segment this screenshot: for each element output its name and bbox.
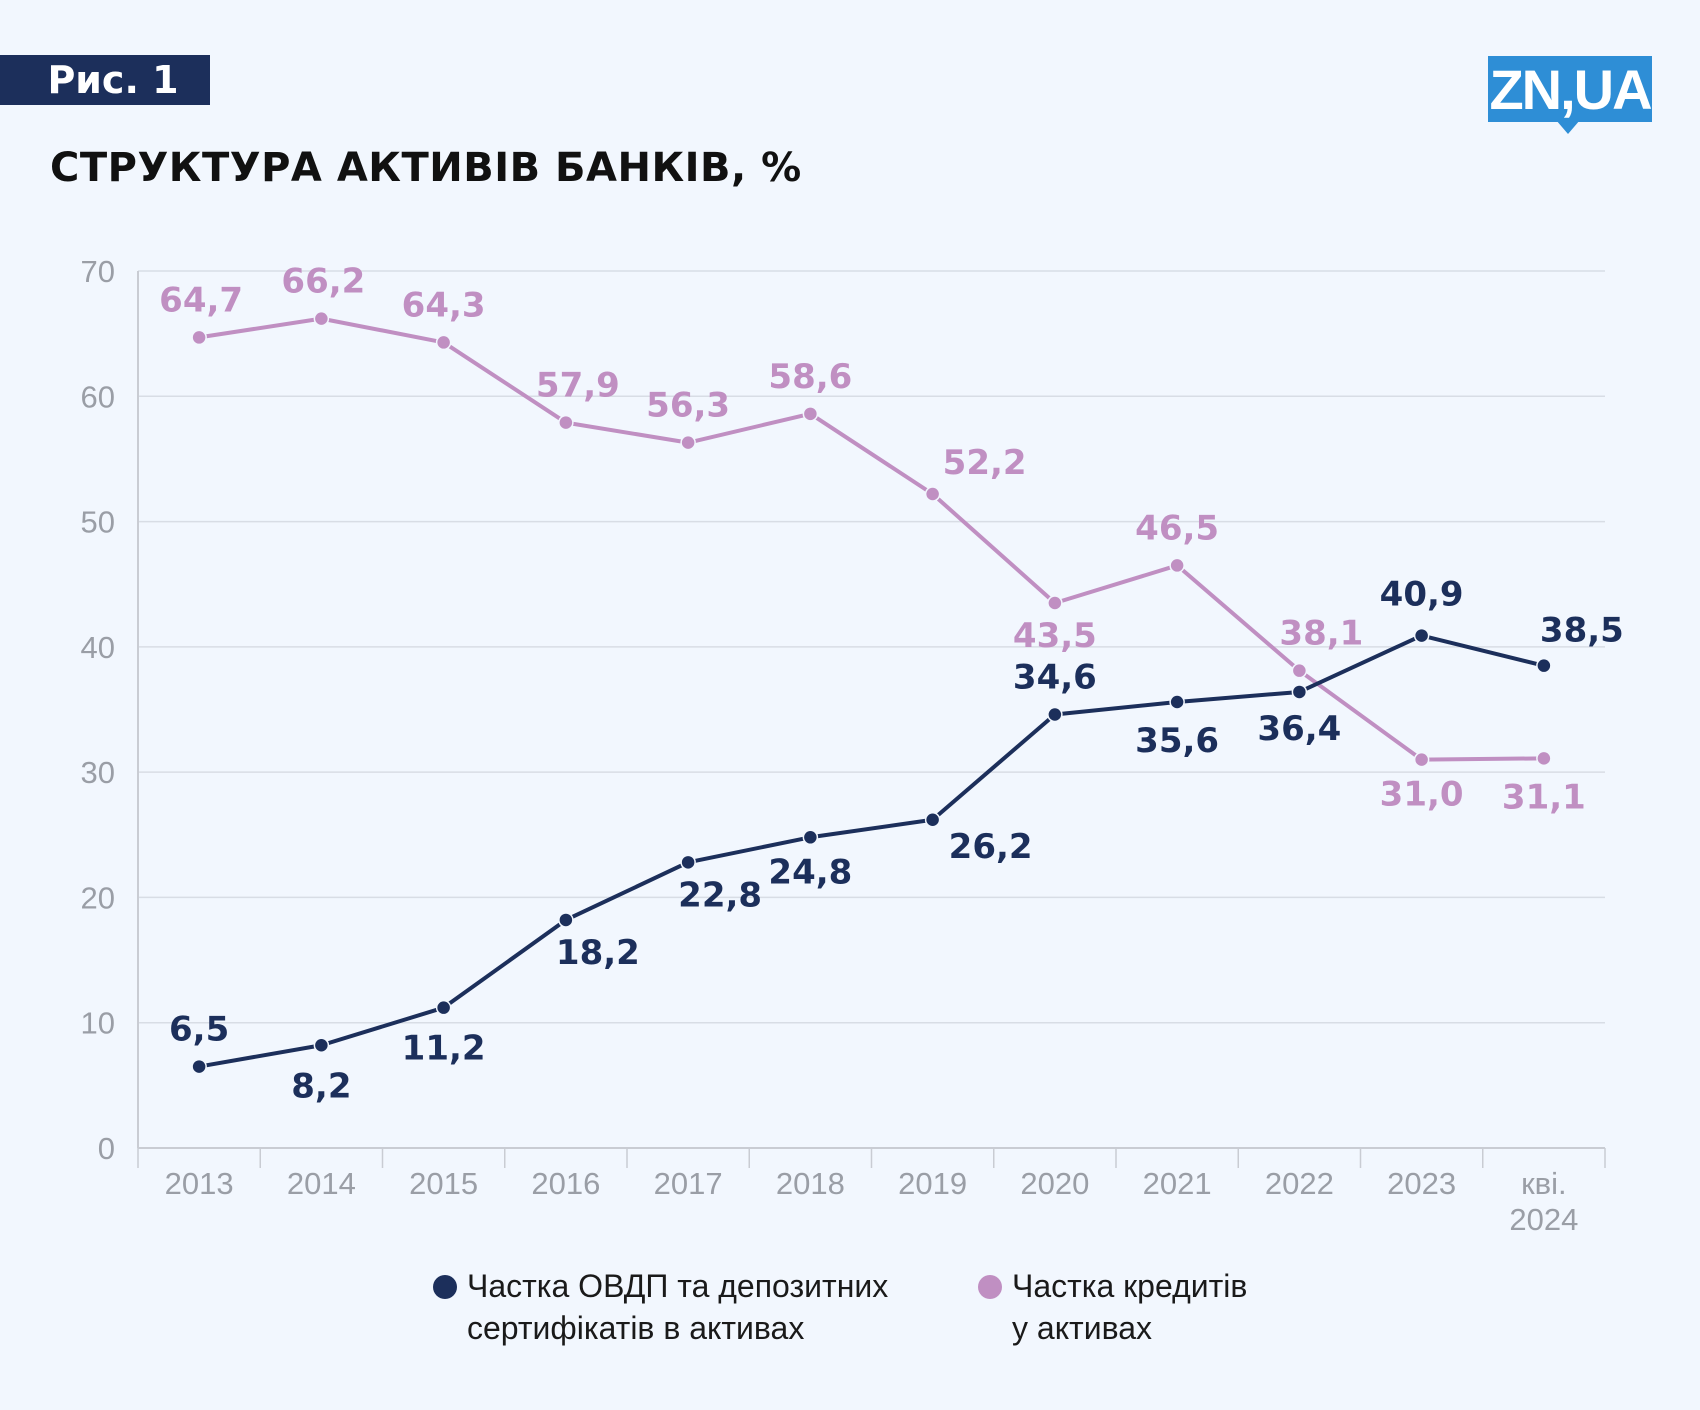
bonds-data-label: 24,8 bbox=[768, 852, 852, 892]
y-tick-label: 0 bbox=[98, 1131, 115, 1166]
x-tick-label: 2013 bbox=[165, 1166, 234, 1201]
x-tick-label: 2017 bbox=[654, 1166, 723, 1201]
loans-point bbox=[1413, 751, 1430, 768]
bonds-data-label: 38,5 bbox=[1540, 611, 1624, 651]
bonds-point bbox=[191, 1058, 207, 1075]
series-loans-line bbox=[198, 316, 1544, 762]
y-tick-label: 60 bbox=[81, 379, 115, 414]
loans-point bbox=[558, 414, 574, 431]
loans-data-label: 64,7 bbox=[159, 280, 243, 320]
loans-data-label: 38,1 bbox=[1279, 614, 1363, 654]
loans-data-label: 31,0 bbox=[1380, 775, 1464, 815]
x-tick-label: 2020 bbox=[1020, 1166, 1089, 1201]
x-tick-label: 2016 bbox=[531, 1166, 600, 1201]
bonds-data-label: 11,2 bbox=[402, 1029, 486, 1069]
x-tick-label: 2018 bbox=[776, 1166, 845, 1201]
x-tick-label: 2022 bbox=[1265, 1166, 1334, 1201]
bonds-point bbox=[435, 999, 452, 1016]
loans-data-label: 46,5 bbox=[1135, 508, 1219, 548]
legend-loans-label: Частка кредитів у активах bbox=[1012, 1268, 1248, 1346]
bonds-data-label: 40,9 bbox=[1380, 575, 1464, 615]
loans-point bbox=[435, 334, 452, 351]
x-tick-label: 2014 bbox=[287, 1166, 356, 1201]
legend-loans-marker bbox=[978, 1275, 1002, 1299]
legend-item-loans: Частка кредитів у активах bbox=[978, 1265, 1247, 1349]
loans-data-label: 43,5 bbox=[1013, 616, 1097, 656]
loans-point bbox=[924, 486, 941, 502]
logo-tail bbox=[1556, 120, 1580, 134]
x-tick-label: 2019 bbox=[898, 1166, 967, 1201]
bonds-point bbox=[1047, 706, 1063, 723]
x-tick-label: кві. 2024 bbox=[1509, 1166, 1578, 1237]
x-tick-label: 2015 bbox=[409, 1166, 478, 1201]
legend-bonds-marker bbox=[433, 1275, 457, 1299]
bonds-data-label: 18,2 bbox=[556, 933, 640, 973]
x-tick-label: 2021 bbox=[1143, 1166, 1212, 1201]
loans-point bbox=[1169, 557, 1185, 574]
bonds-data-label: 34,6 bbox=[1013, 658, 1097, 698]
loans-data-label: 58,6 bbox=[768, 357, 852, 397]
loans-point bbox=[1291, 662, 1308, 679]
bonds-data-label: 8,2 bbox=[291, 1066, 351, 1106]
bonds-data-label: 36,4 bbox=[1257, 709, 1341, 749]
loans-point bbox=[313, 310, 330, 327]
bonds-data-label: 22,8 bbox=[678, 875, 762, 915]
legend-item-bonds: Частка ОВДП та депозитних сертифікатів в… bbox=[433, 1265, 888, 1349]
loans-point bbox=[802, 406, 819, 422]
bonds-point bbox=[1291, 684, 1308, 700]
y-tick-label: 70 bbox=[81, 254, 115, 289]
bonds-point bbox=[802, 829, 819, 846]
bonds-point bbox=[313, 1037, 330, 1054]
y-tick-label: 40 bbox=[81, 630, 115, 665]
y-tick-label: 10 bbox=[81, 1006, 115, 1041]
legend-bonds-label: Частка ОВДП та депозитних сертифікатів в… bbox=[467, 1268, 889, 1346]
bonds-data-label: 35,6 bbox=[1135, 721, 1219, 761]
figure-badge: Рис. 1 bbox=[0, 55, 210, 105]
y-tick-label: 30 bbox=[81, 755, 115, 790]
bonds-point bbox=[558, 912, 574, 928]
loans-data-label: 31,1 bbox=[1502, 777, 1586, 817]
zn-ua-logo[interactable]: ZN,UA bbox=[1488, 56, 1653, 122]
y-tick-label: 50 bbox=[81, 505, 115, 540]
bonds-point bbox=[924, 812, 941, 828]
loans-data-label: 57,9 bbox=[536, 366, 620, 406]
bonds-point bbox=[1413, 627, 1430, 644]
chart-title: СТРУКТУРА АКТИВІВ БАНКІВ, % bbox=[50, 145, 802, 191]
x-tick-label: 2023 bbox=[1387, 1166, 1456, 1201]
series-bonds-line bbox=[198, 633, 1545, 1069]
bonds-data-label: 26,2 bbox=[949, 827, 1033, 867]
loans-data-label: 56,3 bbox=[646, 386, 730, 426]
loans-point bbox=[1047, 595, 1063, 611]
bonds-data-label: 6,5 bbox=[169, 1010, 229, 1050]
loans-data-label: 52,2 bbox=[943, 443, 1027, 483]
bonds-point bbox=[1169, 694, 1185, 710]
bonds-point bbox=[680, 854, 696, 871]
loans-point bbox=[680, 434, 696, 451]
loans-point bbox=[1536, 750, 1552, 767]
loans-data-label: 64,3 bbox=[402, 285, 486, 325]
bonds-point bbox=[1536, 657, 1552, 674]
y-tick-label: 20 bbox=[81, 880, 115, 915]
loans-data-label: 66,2 bbox=[281, 262, 365, 302]
loans-point bbox=[191, 329, 207, 346]
